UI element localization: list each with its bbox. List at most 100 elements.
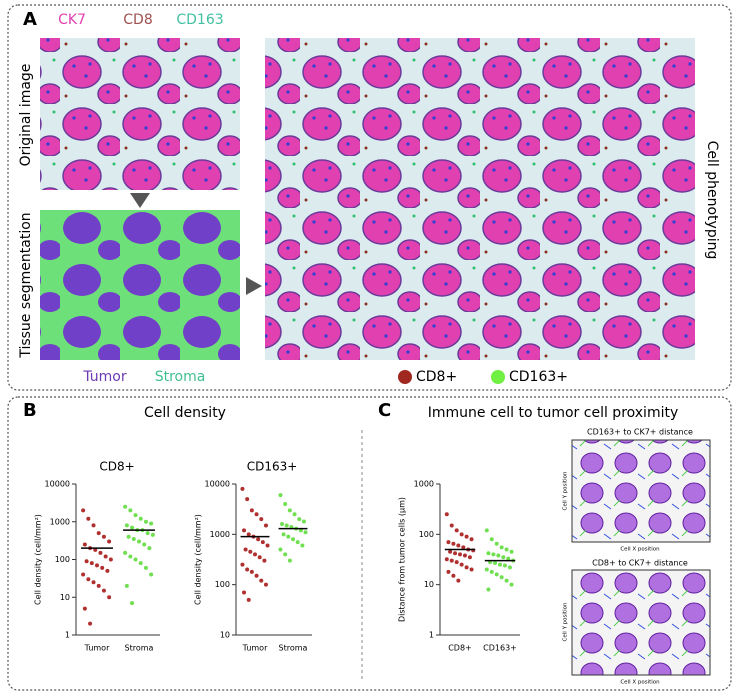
y-tick-label: 10 [60, 593, 70, 602]
data-point [504, 547, 509, 552]
data-point [249, 508, 254, 513]
data-point [262, 558, 267, 563]
map-ylabel: Cell Y position [563, 471, 569, 510]
data-point [96, 531, 101, 536]
chart-title: CD163+ [247, 460, 298, 474]
data-point [143, 565, 148, 570]
data-point [469, 567, 474, 572]
data-point [504, 578, 509, 583]
data-point [284, 523, 289, 528]
data-point [123, 550, 128, 555]
data-point [259, 517, 264, 522]
data-point [130, 601, 135, 606]
data-point [484, 567, 489, 572]
data-point [246, 597, 251, 602]
data-point [86, 516, 91, 521]
legend-swatch [398, 370, 412, 384]
data-point [96, 583, 101, 588]
segment-label: Tumor [82, 369, 127, 385]
data-point [133, 513, 138, 518]
data-point [449, 523, 454, 528]
data-point [502, 563, 507, 568]
map-image [571, 569, 711, 676]
arrow [130, 193, 150, 208]
data-point [506, 556, 511, 561]
data-point [86, 577, 91, 582]
data-point [446, 569, 451, 574]
segmentation-image [40, 210, 240, 360]
data-point [509, 582, 514, 587]
data-point [248, 549, 253, 554]
data-point [453, 551, 458, 556]
data-point [291, 537, 295, 542]
data-point [88, 621, 93, 626]
data-point [496, 553, 501, 558]
map-ylabel: Cell Y position [563, 602, 569, 641]
original-image [40, 38, 240, 190]
data-point [249, 569, 254, 574]
y-axis-label: Cell density (cell/mm²) [194, 514, 203, 605]
data-point [260, 540, 265, 545]
data-point [464, 565, 469, 570]
data-point [150, 532, 155, 537]
data-point [253, 552, 257, 557]
y-tick-label: 100 [419, 530, 434, 539]
legend-label: CD8+ [416, 369, 457, 385]
y-tick-label: 10000 [45, 480, 70, 489]
y-tick-label: 1000 [50, 517, 70, 526]
data-point [138, 561, 143, 566]
data-point [464, 534, 469, 539]
panel-label: B [23, 400, 37, 421]
data-point [467, 555, 472, 560]
map-title: CD8+ to CK7+ distance [592, 559, 688, 568]
x-tick-label: CD8+ [448, 644, 472, 653]
x-tick-label: Tumor [242, 644, 268, 653]
stain-label: CK7 [58, 12, 86, 28]
side-label: Cell phenotyping [704, 141, 720, 260]
x-tick-label: Tumor [84, 644, 110, 653]
chart-title: CD8+ [99, 460, 134, 474]
data-point [245, 567, 250, 572]
y-tick-label: 100 [215, 580, 230, 589]
data-point [281, 532, 286, 537]
data-point [98, 550, 103, 555]
data-point [245, 497, 250, 502]
y-tick-label: 1000 [414, 480, 434, 489]
y-tick-label: 1 [429, 631, 434, 640]
data-point [107, 539, 112, 544]
data-point [263, 582, 268, 587]
stain-label: CD163 [176, 12, 223, 28]
data-point [301, 519, 306, 524]
data-point [486, 587, 491, 592]
data-point [124, 583, 129, 588]
y-tick-label: 1000 [210, 530, 230, 539]
data-point [499, 575, 504, 580]
map-image [571, 439, 711, 543]
data-point [143, 519, 148, 524]
data-point [240, 562, 245, 567]
map-xlabel: Cell X position [620, 547, 660, 553]
data-point [469, 537, 474, 542]
data-point [448, 549, 453, 554]
data-point [509, 549, 514, 554]
data-point [278, 493, 283, 498]
data-point [105, 568, 110, 573]
data-point [147, 546, 152, 551]
data-point [138, 516, 143, 521]
data-point [283, 552, 288, 557]
data-point [91, 580, 96, 585]
data-point [286, 534, 291, 539]
legend-swatch [491, 370, 505, 384]
data-point [91, 523, 96, 528]
data-point [149, 572, 154, 577]
panel-label: C [378, 400, 391, 421]
data-point [494, 572, 499, 577]
data-point [265, 543, 270, 548]
data-point [297, 517, 302, 522]
arrow [246, 277, 262, 295]
data-point [103, 554, 108, 559]
data-point [81, 508, 86, 513]
stain-label: CD8 [123, 12, 152, 28]
data-point [107, 595, 112, 600]
data-point [100, 565, 105, 570]
